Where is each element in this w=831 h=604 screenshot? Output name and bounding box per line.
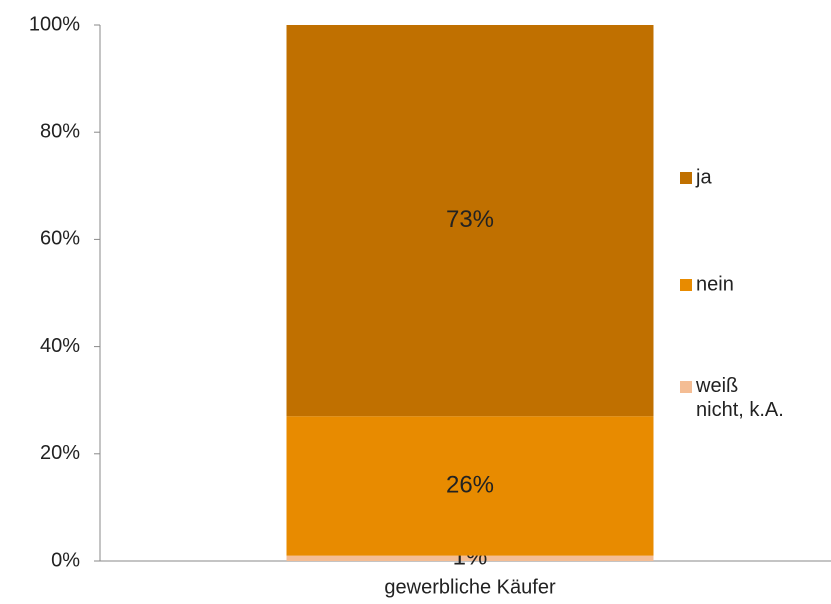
legend-swatch — [680, 279, 692, 291]
data-label: 73% — [446, 206, 494, 233]
legend-label-line: weiß — [695, 375, 744, 397]
bar-segment — [286, 555, 654, 561]
legend-swatch — [680, 172, 692, 184]
x-tick-label: gewerbliche Käufer — [384, 576, 556, 598]
legend-label: nein — [696, 273, 734, 295]
legend-label: ja — [695, 166, 712, 188]
legend-label: weiß nicht, k.A. — [695, 375, 784, 421]
y-tick-label: 100% — [29, 13, 80, 35]
data-label: 26% — [446, 471, 494, 498]
y-tick-label: 40% — [40, 335, 80, 357]
y-tick-label: 20% — [40, 442, 80, 464]
bar-segment — [286, 416, 654, 556]
y-tick-label: 0% — [51, 549, 80, 571]
y-tick-label: 60% — [40, 228, 80, 250]
legend-swatch — [680, 381, 692, 393]
legend-label-line: nicht, k.A. — [696, 399, 784, 421]
y-tick-label: 80% — [40, 120, 80, 142]
bar-segment — [286, 25, 654, 417]
